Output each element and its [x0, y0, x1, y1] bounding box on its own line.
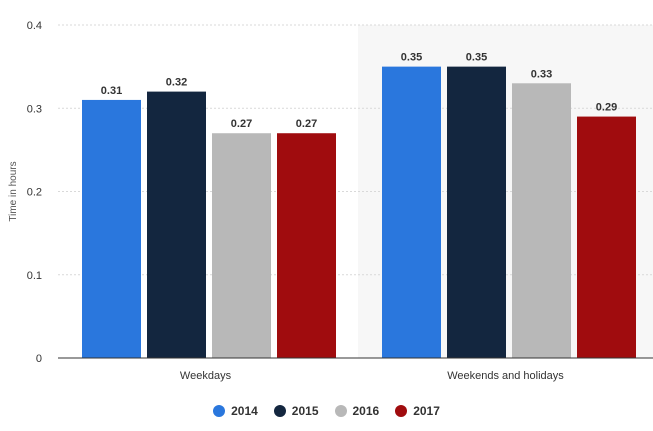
legend-swatch	[273, 405, 286, 417]
legend-label: 2017	[413, 404, 440, 418]
bar-2014-1	[382, 66, 441, 358]
legend-item-2017[interactable]: 2017	[395, 404, 440, 418]
bar-2015-0	[147, 91, 206, 358]
legend-label: 2015	[291, 404, 319, 418]
legend-swatch	[334, 405, 347, 417]
data-label: 0.35	[401, 52, 422, 64]
data-label: 0.35	[466, 52, 487, 64]
bar-2017-1	[577, 116, 636, 358]
legend-item-2015[interactable]: 2015	[273, 404, 319, 418]
legend-label: 2014	[231, 404, 258, 418]
x-category-label: Weekends and holidays	[447, 370, 564, 382]
data-label: 0.29	[596, 102, 617, 114]
y-tick-label: 0	[36, 353, 42, 365]
bar-2014-0	[82, 99, 141, 359]
data-label: 0.32	[166, 77, 187, 89]
y-tick-label: 0.4	[27, 20, 42, 32]
bar-2017-0	[277, 133, 336, 358]
data-label: 0.31	[101, 85, 122, 97]
legend-swatch	[213, 405, 226, 417]
y-tick-label: 0.3	[27, 103, 42, 115]
data-label: 0.33	[531, 68, 552, 80]
bar-chart-canvas: 0 0.1 0.2 0.3 0.4 Time in hours 0.31 0.32 0.27 0.…	[8, 20, 653, 382]
x-category-label: Weekdays	[180, 370, 232, 382]
legend-swatch	[395, 405, 408, 417]
legend: 2014 2015 2016 2017	[0, 404, 653, 418]
legend-item-2016[interactable]: 2016	[334, 404, 380, 418]
bar-2015-1	[447, 66, 506, 358]
data-label: 0.27	[296, 118, 317, 130]
legend-item-2014[interactable]: 2014	[213, 404, 258, 418]
y-axis-title: Time in hours	[8, 161, 19, 221]
y-tick-label: 0.1	[27, 270, 42, 282]
y-tick-label: 0.2	[27, 187, 42, 199]
bar-2016-1	[512, 83, 571, 359]
bar-2016-0	[212, 133, 271, 358]
data-label: 0.27	[231, 118, 252, 130]
legend-label: 2016	[352, 404, 380, 418]
